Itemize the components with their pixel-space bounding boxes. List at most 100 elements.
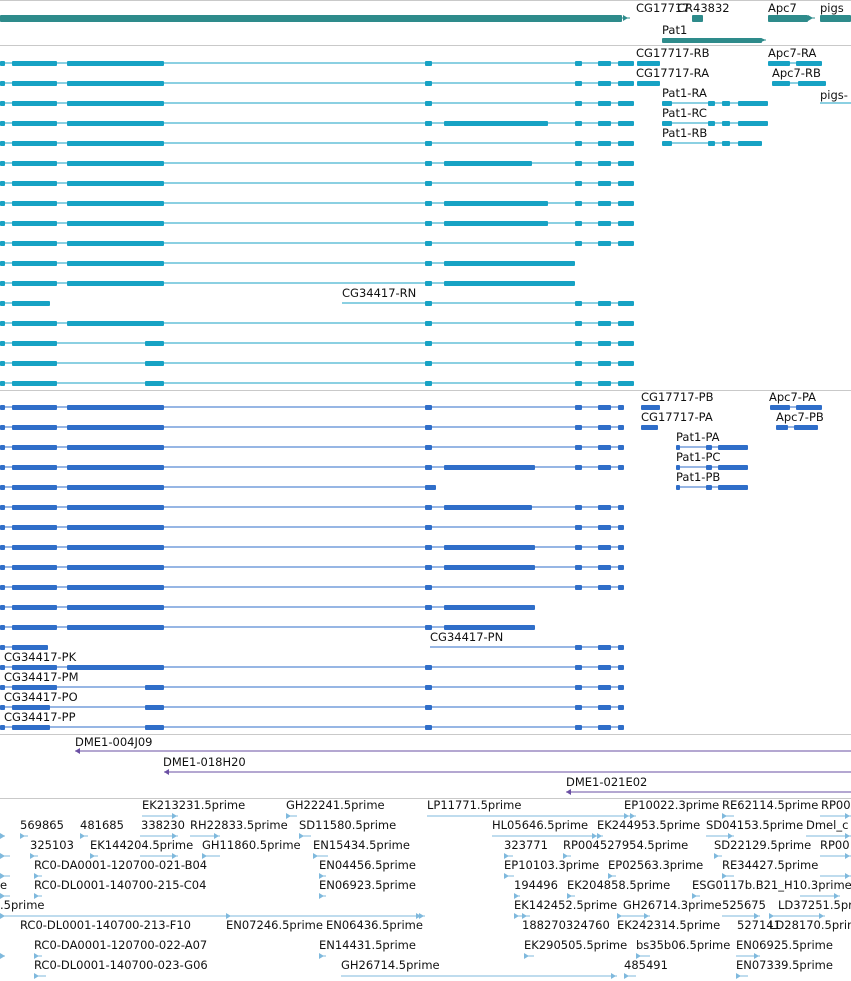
est-glyph[interactable] [427, 813, 636, 819]
est-glyph[interactable] [34, 973, 46, 979]
est-glyph[interactable] [286, 813, 297, 819]
est-glyph[interactable] [0, 873, 10, 879]
protein-glyph[interactable] [0, 464, 624, 470]
mrna-glyph[interactable] [0, 240, 634, 246]
clone-glyph-dme1-021e02[interactable] [566, 789, 851, 795]
est-glyph[interactable] [190, 833, 220, 839]
est-glyph[interactable] [341, 973, 617, 979]
mrna-glyph[interactable] [0, 260, 575, 266]
mrna-glyph[interactable] [0, 380, 634, 386]
est-glyph[interactable] [0, 833, 5, 839]
protein-glyph-pat1-pc[interactable] [676, 464, 748, 470]
est-glyph[interactable] [736, 973, 748, 979]
mrna-glyph-apc7-rb[interactable] [772, 80, 826, 86]
protein-glyph-apc7-pb[interactable] [776, 424, 818, 430]
est-glyph[interactable] [34, 953, 42, 959]
mrna-glyph[interactable] [0, 220, 634, 226]
clone-glyph-dme1-004j09[interactable] [75, 748, 851, 754]
est-glyph[interactable] [778, 913, 825, 919]
est-glyph[interactable] [514, 913, 522, 919]
est-glyph[interactable] [597, 833, 603, 839]
protein-glyph-cg34417-pn[interactable] [430, 644, 624, 650]
est-glyph[interactable] [34, 893, 42, 899]
est-glyph[interactable] [706, 833, 734, 839]
protein-glyph[interactable] [0, 664, 624, 670]
mrna-glyph-pat1-rc[interactable] [662, 120, 768, 126]
protein-glyph-pat1-pb[interactable] [676, 484, 748, 490]
est-glyph[interactable] [692, 893, 700, 899]
est-glyph[interactable] [514, 893, 520, 899]
mrna-glyph[interactable] [0, 180, 634, 186]
est-glyph[interactable] [714, 853, 722, 859]
est-glyph[interactable] [504, 873, 514, 879]
est-glyph[interactable] [617, 913, 630, 919]
mrna-glyph[interactable] [0, 60, 634, 66]
mrna-glyph[interactable] [0, 320, 634, 326]
mrna-glyph[interactable] [0, 200, 634, 206]
est-glyph[interactable] [319, 893, 326, 899]
mrna-glyph[interactable] [0, 160, 634, 166]
est-glyph[interactable] [608, 873, 616, 879]
mrna-glyph[interactable] [0, 280, 575, 286]
est-glyph[interactable] [30, 853, 38, 859]
protein-glyph[interactable] [0, 544, 624, 550]
est-glyph[interactable] [624, 813, 636, 819]
est-glyph[interactable] [313, 853, 328, 859]
est-glyph[interactable] [0, 853, 10, 859]
gene-glyph-pat1[interactable] [662, 37, 766, 43]
est-glyph[interactable] [722, 873, 734, 879]
protein-glyph-pat1-pa[interactable] [676, 444, 748, 450]
mrna-glyph-cg34417-rn[interactable] [342, 300, 634, 306]
est-glyph[interactable] [20, 833, 28, 839]
mrna-glyph[interactable] [0, 360, 634, 366]
est-glyph[interactable] [522, 913, 530, 919]
est-glyph[interactable] [737, 913, 760, 919]
est-glyph[interactable] [0, 893, 10, 899]
gene-glyph-apc7[interactable] [768, 14, 815, 22]
protein-glyph-apc7-pa[interactable] [770, 404, 822, 410]
est-glyph[interactable] [299, 833, 311, 839]
est-glyph[interactable] [563, 853, 571, 859]
mrna-glyph[interactable] [0, 340, 634, 346]
protein-glyph[interactable] [0, 624, 535, 630]
mrna-glyph[interactable] [0, 120, 634, 126]
mrna-glyph-cg17717-ra[interactable] [637, 80, 660, 86]
mrna-glyph-pigs[interactable] [820, 101, 851, 106]
protein-glyph[interactable] [0, 684, 624, 690]
est-glyph[interactable] [90, 853, 98, 859]
est-glyph[interactable] [567, 893, 575, 899]
est-glyph[interactable] [326, 913, 422, 919]
est-glyph[interactable] [623, 913, 650, 919]
protein-glyph[interactable] [0, 444, 624, 450]
est-glyph[interactable] [800, 893, 840, 899]
mrna-glyph-apc7-ra[interactable] [768, 60, 822, 66]
est-glyph[interactable] [140, 833, 178, 839]
mrna-glyph-cg17717-rb[interactable] [637, 60, 660, 66]
protein-glyph[interactable] [0, 484, 436, 490]
est-glyph[interactable] [492, 833, 598, 839]
est-glyph[interactable] [736, 953, 760, 959]
est-glyph[interactable] [80, 833, 88, 839]
est-glyph[interactable] [722, 813, 734, 819]
est-glyph[interactable] [820, 853, 851, 859]
est-glyph[interactable] [524, 953, 534, 959]
mrna-glyph[interactable] [0, 80, 634, 86]
est-glyph[interactable] [820, 873, 851, 879]
est-glyph[interactable] [0, 953, 5, 959]
est-glyph[interactable] [806, 833, 851, 839]
protein-glyph[interactable] [0, 604, 535, 610]
mrna-glyph-pat1-rb[interactable] [662, 140, 762, 146]
gene-glyph-pigs[interactable] [820, 14, 851, 22]
protein-glyph[interactable] [0, 524, 624, 530]
est-glyph[interactable] [624, 973, 636, 979]
protein-glyph-cg17717-pa[interactable] [641, 424, 658, 430]
gene-glyph-cr43832[interactable] [692, 14, 703, 22]
est-glyph[interactable] [769, 913, 785, 919]
est-glyph[interactable] [202, 853, 220, 859]
est-glyph[interactable] [319, 873, 326, 879]
protein-glyph[interactable] [0, 404, 624, 410]
mrna-glyph[interactable] [0, 100, 634, 106]
mrna-glyph[interactable] [0, 140, 634, 146]
est-glyph[interactable] [504, 853, 513, 859]
protein-glyph[interactable] [0, 584, 624, 590]
